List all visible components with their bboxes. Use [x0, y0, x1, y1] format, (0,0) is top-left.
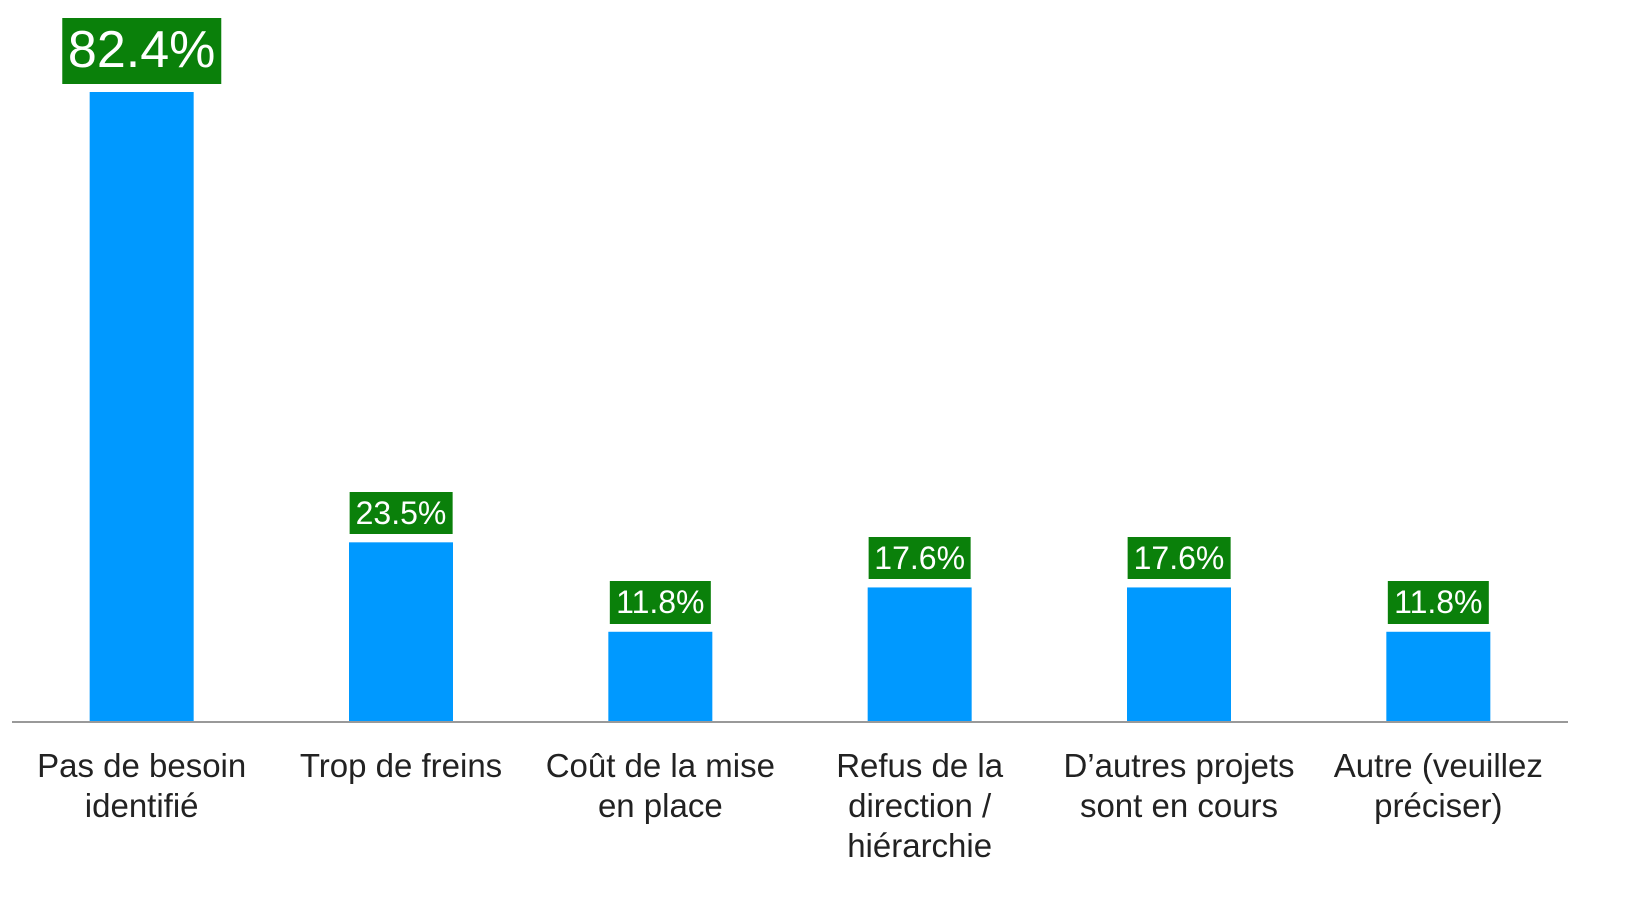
data-label: 11.8%	[610, 581, 711, 624]
data-label: 82.4%	[61, 18, 222, 84]
bar	[1386, 631, 1491, 722]
x-tick-label: Trop de freins	[299, 747, 503, 784]
x-tick-label: Autre (veuillez préciser)	[1333, 747, 1543, 824]
data-label: 23.5%	[349, 491, 453, 535]
x-tick-label: Pas de besoin identifié	[37, 747, 247, 824]
x-tick-label: Coût de la mise en place	[545, 747, 775, 824]
bar	[608, 631, 713, 722]
x-tick-label: Refus de la direction / hiérarchie	[836, 747, 1004, 864]
x-tick-label: D’autres projets sont en cours	[1063, 747, 1295, 824]
data-label: 11.8%	[1388, 581, 1489, 624]
data-label: 17.6%	[1127, 536, 1231, 580]
bar	[89, 92, 194, 722]
bar	[867, 587, 972, 722]
data-label: 17.6%	[868, 536, 972, 580]
bar	[1127, 587, 1231, 722]
bar	[349, 542, 453, 722]
